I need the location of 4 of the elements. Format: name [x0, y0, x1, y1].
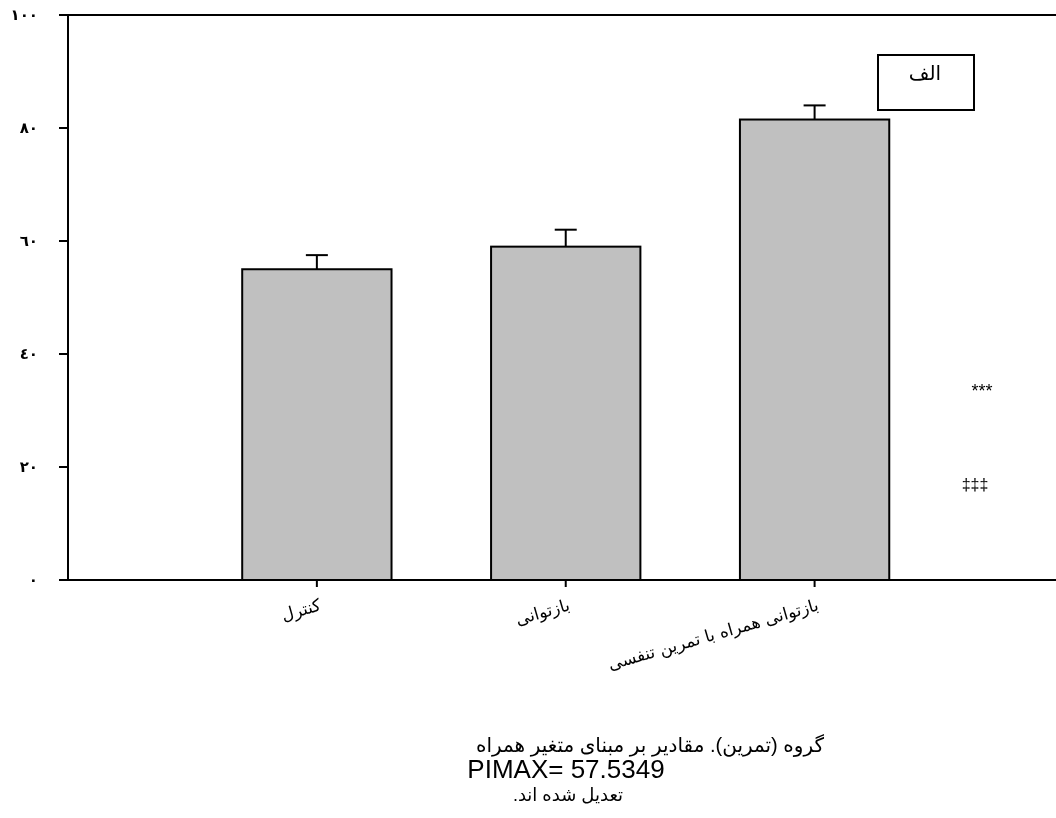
annotation: تعدیل شده اند.: [512, 785, 624, 805]
annotation: ***: [971, 381, 993, 401]
annotation: الف: [908, 62, 942, 84]
annotation: ‡‡‡: [961, 476, 989, 493]
